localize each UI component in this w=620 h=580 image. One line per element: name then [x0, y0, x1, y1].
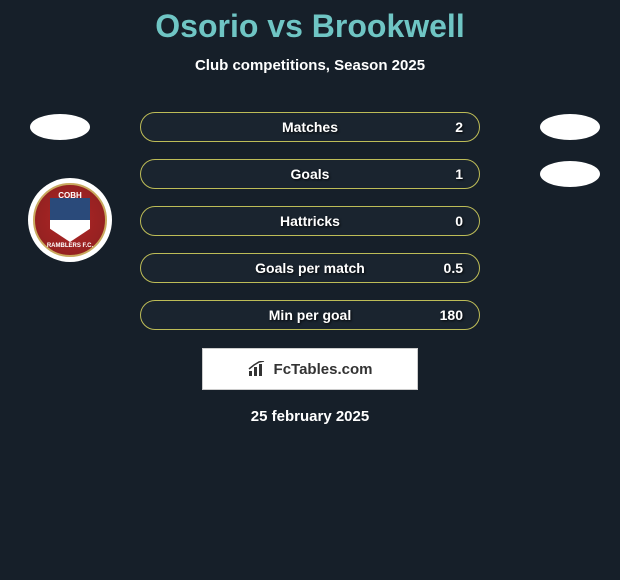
stat-label: Matches [282, 119, 338, 135]
watermark: FcTables.com [202, 348, 418, 390]
player-badge-right [540, 161, 600, 187]
stat-bar: Min per goal 180 [140, 300, 480, 330]
stat-value: 180 [440, 307, 463, 323]
player-badge-left [30, 114, 90, 140]
stat-value: 0.5 [444, 260, 463, 276]
subtitle: Club competitions, Season 2025 [0, 57, 620, 74]
stat-bar: Matches 2 [140, 112, 480, 142]
stat-label: Min per goal [269, 307, 351, 323]
crest-shield-icon [50, 198, 90, 242]
team-crest: COBH RAMBLERS F.C. [28, 178, 112, 262]
page-title: Osorio vs Brookwell [0, 0, 620, 45]
date-text: 25 february 2025 [0, 408, 620, 425]
chart-icon [248, 361, 268, 377]
crest-text-bottom: RAMBLERS F.C. [47, 243, 93, 249]
stat-bar: Goals 1 [140, 159, 480, 189]
crest-inner: COBH RAMBLERS F.C. [33, 183, 107, 257]
stat-row: Matches 2 [0, 112, 620, 142]
stat-bar: Goals per match 0.5 [140, 253, 480, 283]
stat-value: 0 [455, 213, 463, 229]
stat-label: Hattricks [280, 213, 340, 229]
player-badge-right [540, 114, 600, 140]
stat-bar: Hattricks 0 [140, 206, 480, 236]
stat-label: Goals [291, 166, 330, 182]
stat-value: 2 [455, 119, 463, 135]
stat-label: Goals per match [255, 260, 365, 276]
stat-row: Min per goal 180 [0, 300, 620, 330]
stat-value: 1 [455, 166, 463, 182]
stat-row: Goals per match 0.5 [0, 253, 620, 283]
watermark-text: FcTables.com [274, 361, 373, 378]
